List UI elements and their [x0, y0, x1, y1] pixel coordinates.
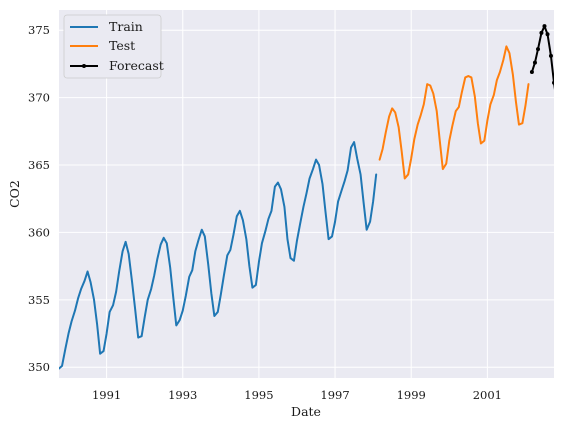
series-line-train [59, 141, 378, 370]
x-axis-label: Date [291, 404, 321, 419]
series-group [59, 24, 562, 370]
data-point-forecast [532, 60, 537, 65]
data-point-forecast [555, 102, 559, 106]
y-tick-label: 355 [28, 293, 50, 307]
legend-box [63, 14, 162, 79]
data-point-forecast [548, 53, 553, 58]
y-axis-label: CO2 [7, 180, 22, 208]
y-axis-ticks: 350 355 360 365 370 375 [28, 23, 50, 374]
x-tick-label: 1999 [397, 388, 426, 402]
legend-swatch-forecast-marker [82, 64, 86, 68]
series-line-forecast [530, 25, 554, 90]
y-tick-label: 365 [28, 158, 50, 172]
data-point-forecast [536, 47, 541, 52]
x-tick-label: 1995 [244, 388, 273, 402]
data-point-forecast [539, 30, 544, 35]
legend-label-forecast: Forecast [109, 58, 164, 73]
data-point-forecast [529, 70, 534, 75]
series-line-test [378, 45, 530, 180]
y-tick-label: 350 [28, 360, 50, 374]
x-tick-label: 1991 [92, 388, 121, 402]
legend-label-test: Test [109, 38, 135, 53]
legend: Train Test Forecast [63, 14, 164, 79]
x-tick-label: 1993 [168, 388, 197, 402]
data-point-forecast [552, 80, 554, 85]
x-tick-label: 1997 [320, 388, 349, 402]
data-point-forecast [542, 24, 547, 29]
grid-lines [59, 10, 554, 378]
x-tick-label: 2001 [473, 388, 502, 402]
data-point-forecast [558, 100, 562, 104]
y-tick-label: 370 [28, 91, 50, 105]
x-axis-ticks: 1991 1993 1995 1997 1999 2001 [92, 388, 502, 402]
data-point-forecast [545, 32, 550, 37]
legend-label-train: Train [109, 19, 143, 34]
y-tick-label: 360 [28, 225, 50, 239]
y-tick-label: 375 [28, 23, 50, 37]
